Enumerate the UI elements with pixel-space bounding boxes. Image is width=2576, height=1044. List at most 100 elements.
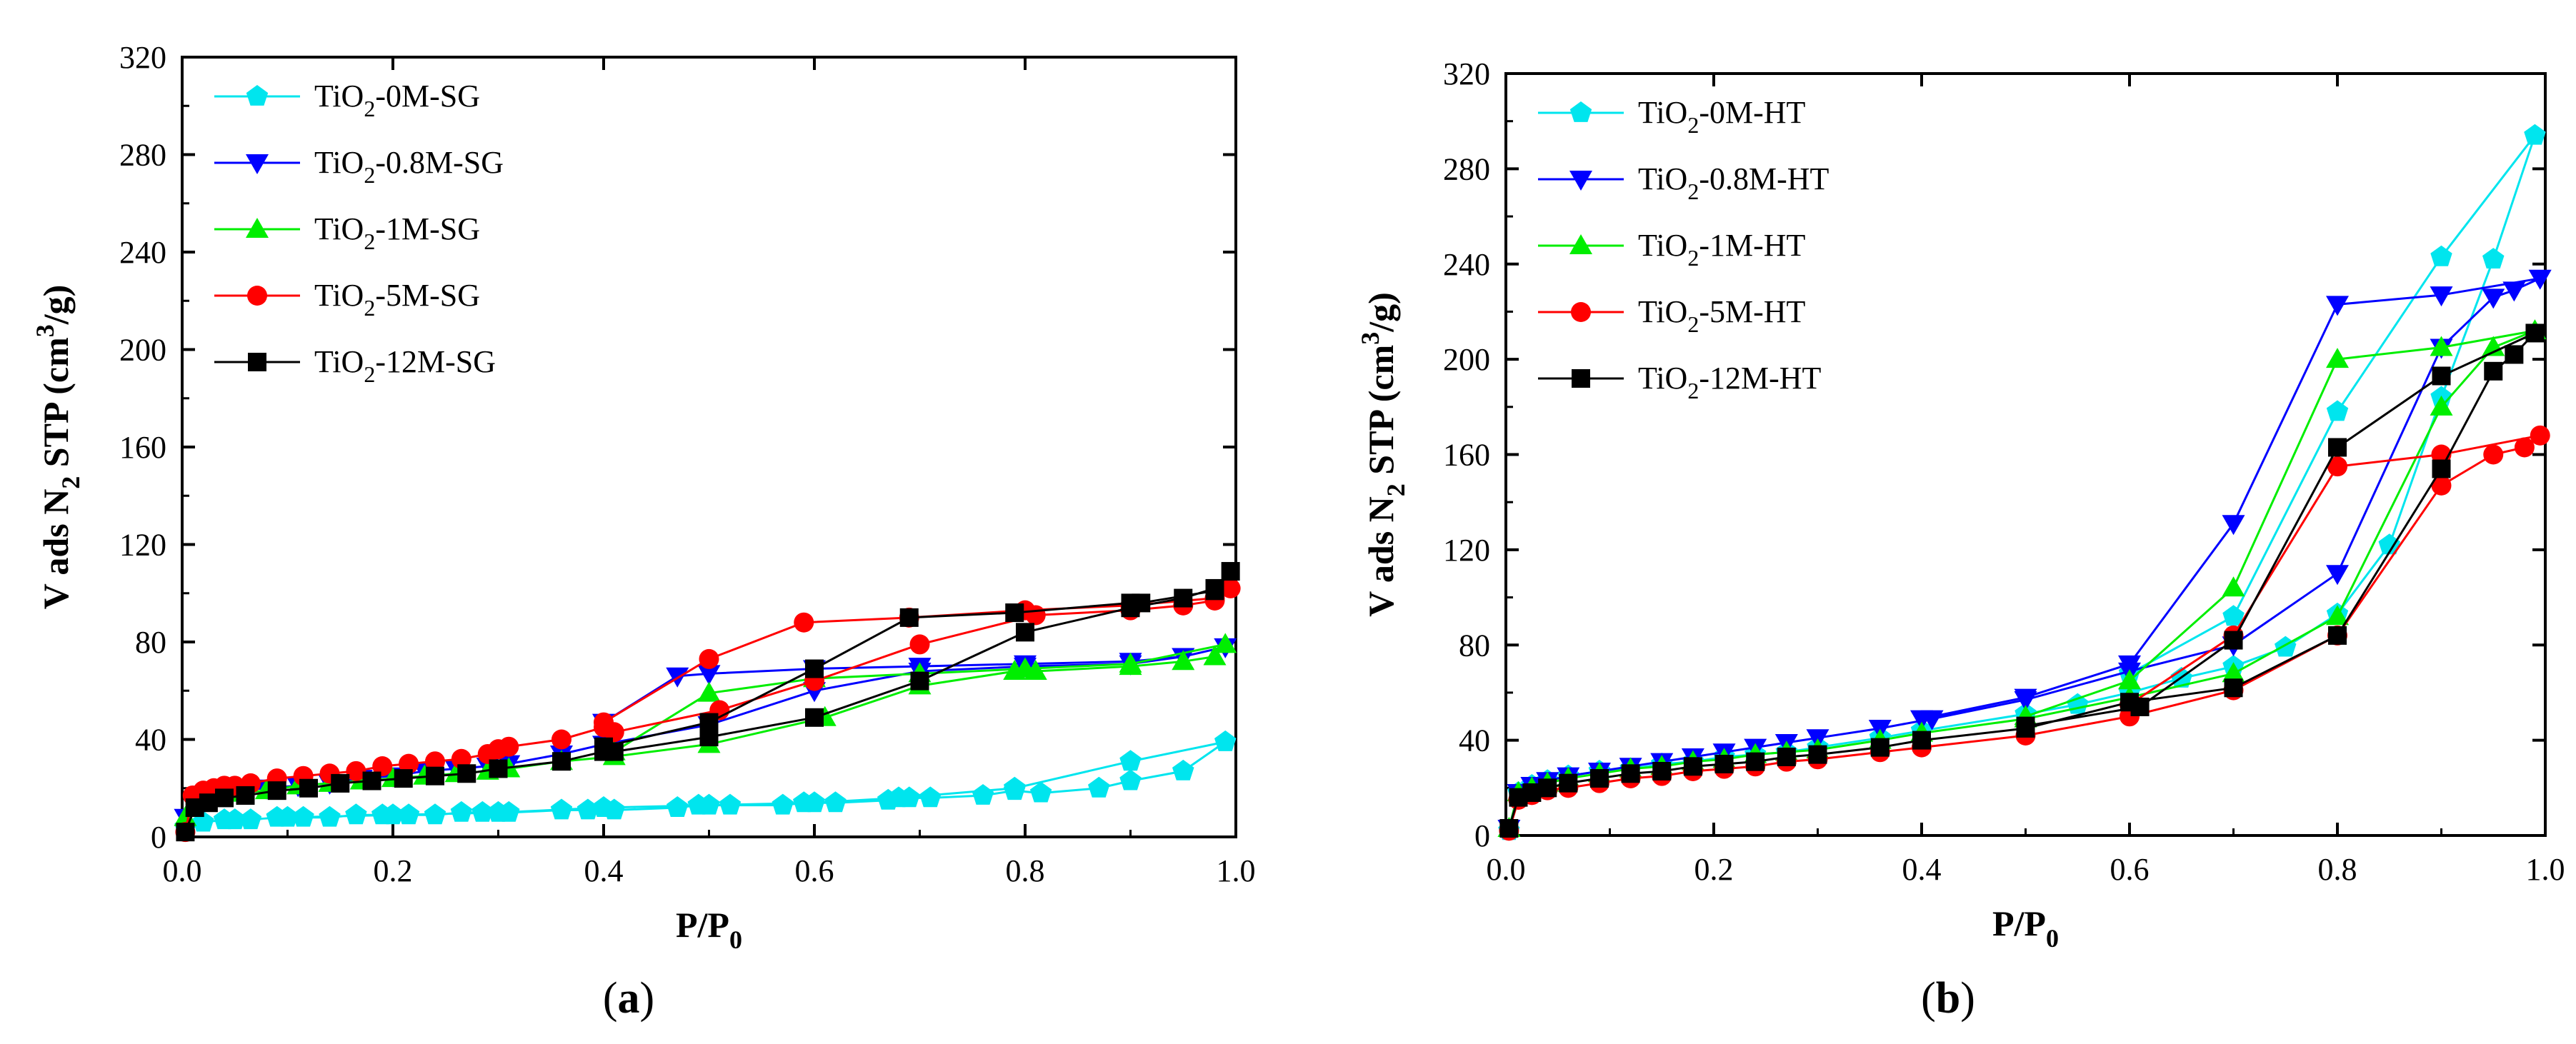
legend: TiO2-0M-HT TiO2-0.8M-HT TiO2-1M-HT TiO2-5M-… [1538,95,1829,403]
data-point [2224,678,2243,698]
y-axis-title: V ads N2 STP (cm3/g) [1356,292,1410,617]
y-tick-label: 40 [135,723,166,758]
data-point [1589,768,1609,788]
data-point [699,648,719,669]
data-point [362,771,381,790]
data-point [292,805,314,827]
data-point [399,753,419,774]
data-point [1205,581,1224,601]
data-point [1683,757,1702,776]
data-point [2483,444,2504,465]
data-point [2502,281,2526,302]
data-point [1172,650,1195,671]
data-point [1174,588,1193,608]
data-point [499,736,519,757]
data-point [1910,710,1933,731]
legend-label: TiO2-0M-HT [1638,95,1806,138]
x-tick-label: 0.4 [584,853,624,888]
data-point [1652,761,1672,781]
data-point [397,803,420,825]
y-tick-label: 320 [119,40,166,75]
data-point [594,737,613,756]
data-point [2430,245,2452,266]
data-point [2326,348,2349,368]
data-point [551,729,571,750]
data-point [1912,731,1931,750]
data-point [1746,752,1765,771]
data-point [2484,361,2503,381]
legend-label: TiO2-12M-HT [1638,361,1822,403]
data-point [887,786,910,808]
data-point [1220,578,1241,598]
data-point [224,808,246,830]
data-point [215,788,234,808]
chart-panel-b: 0.0 0.2 0.4 0.6 0.8 1.0 0 40 80 120 160 200 240 280 32… [1356,56,2565,1023]
y-tick-label: 280 [1443,151,1490,186]
data-point [267,781,286,800]
data-point [2326,605,2349,626]
data-point [2432,366,2451,386]
data-point [457,764,476,783]
data-point [1214,633,1237,653]
data-point [1499,818,1519,838]
data-point [1029,781,1052,803]
data-point [425,751,445,772]
data-point [1016,623,1034,642]
data-point [319,805,341,827]
data-point [1621,764,1640,783]
x-tick-label: 0.2 [374,853,413,888]
data-point [1119,652,1142,673]
y-axis-title: V ads N2 STP (cm3/g) [31,285,85,610]
data-point [910,671,929,691]
y-tick-label: 120 [1443,533,1490,568]
y-tick-label: 80 [135,625,166,660]
data-point [2222,605,2245,626]
legend-marker [246,218,269,238]
data-point [824,791,847,813]
data-point [174,805,197,826]
legend-label: TiO2-1M-HT [1638,228,1806,271]
data-point [2525,323,2545,343]
data-point [2524,124,2546,145]
data-point [2014,688,2037,709]
data-point [1088,776,1110,798]
data-point [2222,515,2245,536]
data-point [2482,288,2505,309]
data-point [805,708,824,727]
data-point [2430,286,2453,307]
data-point [697,665,721,686]
data-point [176,823,195,842]
data-point [2224,631,2243,650]
data-point [2130,697,2150,716]
data-point [2222,576,2245,597]
y-tick-label: 280 [119,138,166,173]
data-point [899,608,919,627]
data-point [719,793,742,815]
legend-marker [248,353,266,371]
data-point [2431,475,2452,496]
x-tick-label: 0.4 [1902,852,1942,887]
data-point [697,681,721,702]
legend-marker [1569,101,1592,122]
data-point [299,778,318,798]
x-tick-label: 0.6 [2110,852,2150,887]
legend-label: TiO2-5M-HT [1638,294,1806,337]
y-tick-label: 80 [1459,628,1490,663]
data-point [699,713,719,732]
y-tick-label: 240 [1443,247,1490,282]
legend-marker [1572,369,1590,388]
data-point [552,752,571,771]
data-point [550,798,573,820]
data-point [1119,750,1142,771]
legend-marker [246,85,269,106]
data-point [2327,456,2347,477]
data-point [667,796,689,817]
data-point [199,793,218,813]
y-tick-label: 0 [1474,818,1490,853]
data-point [794,612,814,633]
x-tick-label: 0.0 [1487,852,1526,887]
data-point [2326,400,2349,421]
x-tick-label: 0.6 [795,853,834,888]
